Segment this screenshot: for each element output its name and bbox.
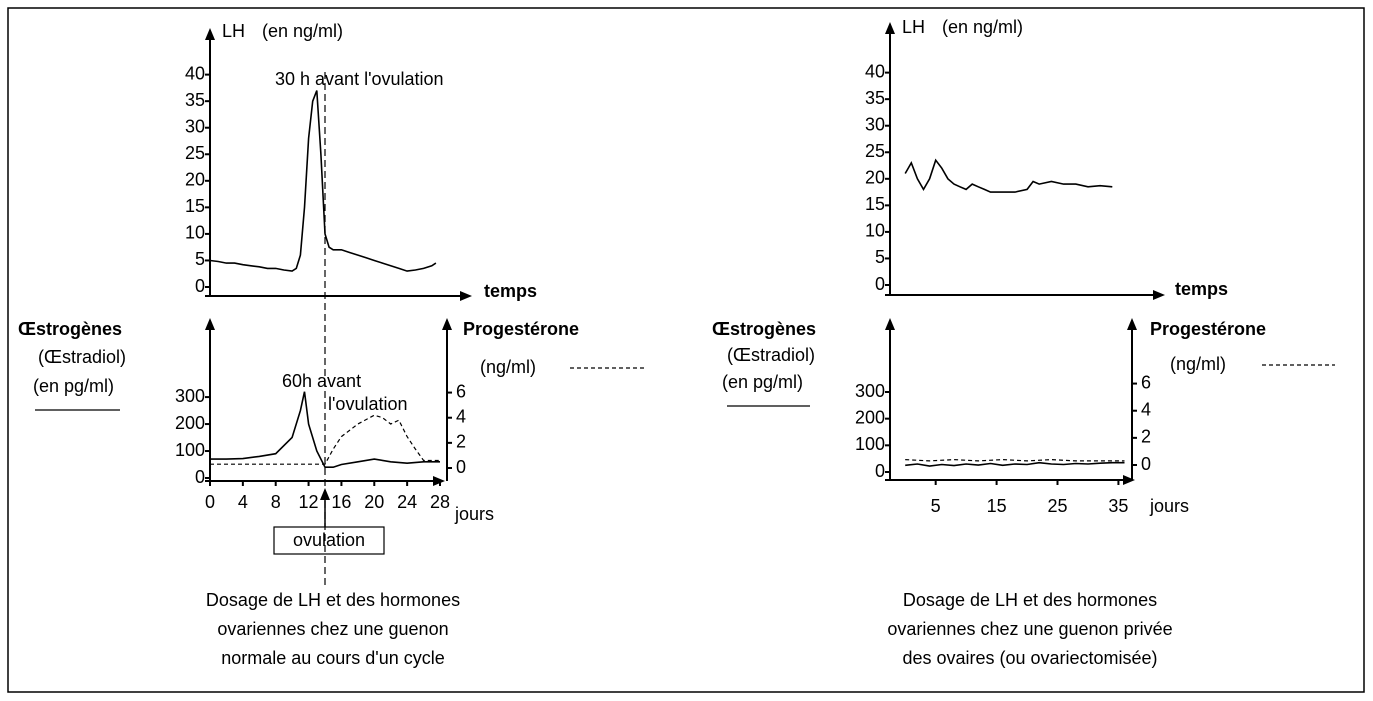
y-axis-unit: (en ng/ml)	[942, 17, 1023, 37]
y-tick-label: 20	[865, 168, 885, 188]
annotation: 30 h avant l'ovulation	[275, 69, 444, 89]
y-tick-label: 30	[865, 114, 885, 134]
x-tick-label: 12	[299, 492, 319, 512]
series-line	[209, 90, 437, 272]
y-tick-label: 35	[185, 90, 205, 110]
y-tick-label: 5	[195, 249, 205, 269]
x-tick-label: 16	[331, 492, 351, 512]
axis-arrow	[205, 318, 215, 330]
series-name: Progestérone	[463, 319, 579, 339]
axis-arrow	[1123, 475, 1135, 485]
annotation: l'ovulation	[328, 394, 408, 414]
annotation: ovulation	[293, 530, 365, 550]
y-tick-label: 300	[175, 386, 205, 406]
x-axis-label: temps	[484, 281, 537, 301]
y-tick-label: 200	[175, 413, 205, 433]
y-tick-label: 15	[865, 194, 885, 214]
y-tick-label: 15	[185, 196, 205, 216]
y-axis-label: LH	[222, 21, 245, 41]
y-tick-label: 0	[195, 467, 205, 487]
y2-tick-label: 6	[456, 381, 466, 401]
axis-arrow	[885, 22, 895, 34]
y-tick-label: 100	[175, 440, 205, 460]
y-tick-label: 5	[875, 247, 885, 267]
series-subtitle: (Œstradiol)	[727, 345, 815, 365]
x-tick-label: 24	[397, 492, 417, 512]
axis-arrow	[885, 318, 895, 330]
series-subtitle: (Œstradiol)	[38, 347, 126, 367]
x-tick-label: 20	[364, 492, 384, 512]
y-tick-label: 20	[185, 170, 205, 190]
y-tick-label: 25	[865, 141, 885, 161]
y-tick-label: 10	[865, 221, 885, 241]
y-tick-label: 100	[855, 434, 885, 454]
series-line	[904, 158, 1113, 193]
y2-tick-label: 4	[1141, 399, 1151, 419]
series-line	[210, 414, 440, 465]
axis-arrow	[205, 28, 215, 40]
series-unit: (ng/ml)	[480, 357, 536, 377]
y2-tick-label: 2	[456, 432, 466, 452]
series-unit: (ng/ml)	[1170, 354, 1226, 374]
x-axis-label: jours	[454, 504, 494, 524]
ovulation-box	[273, 526, 385, 555]
x-tick-label: 35	[1108, 496, 1128, 516]
series-line	[210, 391, 440, 468]
y-tick-label: 200	[855, 407, 885, 427]
y-tick-label: 0	[195, 276, 205, 296]
x-tick-label: 5	[931, 496, 941, 516]
frame	[7, 7, 1365, 693]
y-axis-unit: (en ng/ml)	[262, 21, 343, 41]
y2-tick-label: 2	[1141, 427, 1151, 447]
caption-line: Dosage de LH et des hormones	[903, 590, 1157, 610]
y-tick-label: 25	[185, 143, 205, 163]
caption-line: ovariennes chez une guenon privée	[887, 619, 1172, 639]
y-tick-label: 0	[875, 274, 885, 294]
y-tick-label: 35	[865, 88, 885, 108]
x-tick-label: 25	[1047, 496, 1067, 516]
y-tick-label: 0	[875, 461, 885, 481]
y-tick-label: 10	[185, 223, 205, 243]
caption-line: normale au cours d'un cycle	[221, 648, 445, 668]
y-tick-label: 40	[865, 61, 885, 81]
x-axis-label: temps	[1175, 279, 1228, 299]
caption-line: des ovaires (ou ovariectomisée)	[902, 648, 1157, 668]
caption-line: ovariennes chez une guenon	[217, 619, 448, 639]
series-unit: (en pg/ml)	[33, 376, 114, 396]
y-tick-label: 300	[855, 381, 885, 401]
axis-arrow	[1127, 318, 1137, 330]
series-name: Progestérone	[1150, 319, 1266, 339]
annotation: 60h avant	[282, 371, 361, 391]
caption-line: Dosage de LH et des hormones	[206, 590, 460, 610]
y-axis-label: LH	[902, 17, 925, 37]
series-name: Œstrogènes	[18, 319, 122, 339]
y-tick-label: 40	[185, 63, 205, 83]
x-tick-label: 0	[205, 492, 215, 512]
x-tick-label: 28	[430, 492, 450, 512]
axis-arrow	[442, 318, 452, 330]
y2-tick-label: 0	[1141, 454, 1151, 474]
series-unit: (en pg/ml)	[722, 372, 803, 392]
x-tick-label: 4	[238, 492, 248, 512]
y2-tick-label: 6	[1141, 372, 1151, 392]
x-tick-label: 8	[271, 492, 281, 512]
axis-arrow	[1153, 290, 1165, 300]
axis-arrow	[460, 291, 472, 301]
y2-tick-label: 4	[456, 406, 466, 426]
series-line	[905, 461, 1125, 467]
x-tick-label: 15	[987, 496, 1007, 516]
y-tick-label: 30	[185, 116, 205, 136]
series-name: Œstrogènes	[712, 319, 816, 339]
axis-arrow	[320, 488, 330, 500]
x-axis-label: jours	[1149, 496, 1189, 516]
y2-tick-label: 0	[456, 457, 466, 477]
series-line	[905, 458, 1125, 462]
